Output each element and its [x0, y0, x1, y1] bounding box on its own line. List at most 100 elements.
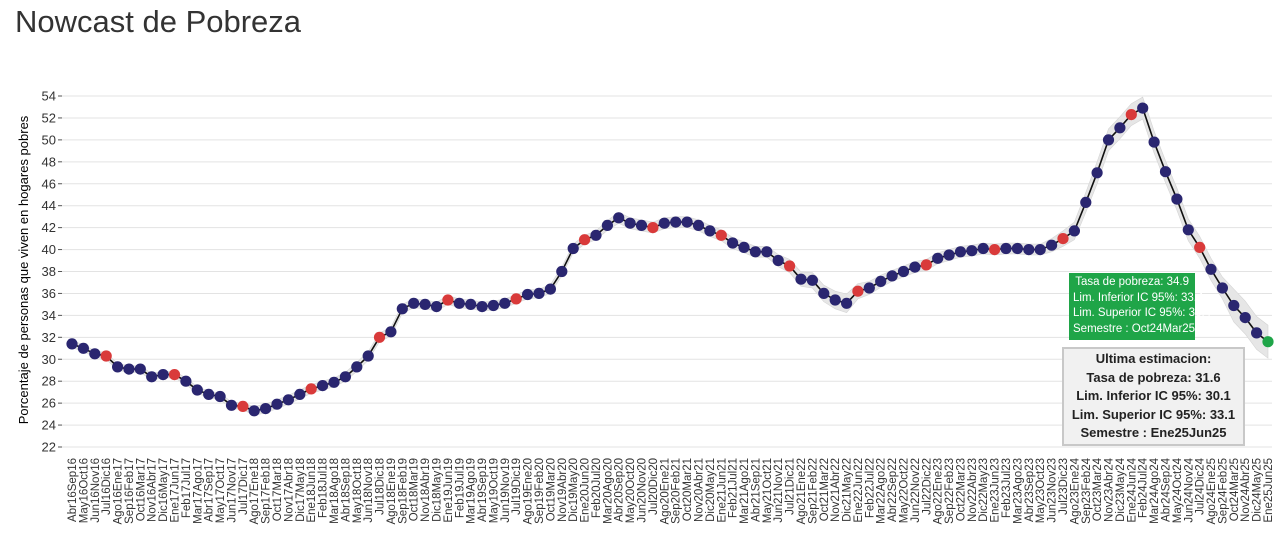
data-point[interactable] [613, 212, 625, 224]
data-point[interactable] [271, 398, 283, 410]
data-point[interactable] [396, 303, 408, 315]
data-point[interactable] [841, 297, 853, 309]
data-point[interactable] [681, 216, 693, 228]
data-point[interactable] [1251, 327, 1263, 339]
data-point[interactable] [886, 270, 898, 282]
observed-data-point[interactable] [442, 294, 454, 306]
observed-data-point[interactable] [510, 293, 522, 305]
data-point[interactable] [704, 225, 716, 237]
data-point[interactable] [260, 403, 272, 415]
data-point[interactable] [1011, 242, 1024, 255]
data-point[interactable] [453, 297, 465, 309]
data-point[interactable] [203, 388, 215, 400]
data-point[interactable] [522, 288, 534, 301]
data-point[interactable] [430, 301, 443, 313]
data-point[interactable] [966, 245, 978, 257]
data-point[interactable] [977, 242, 989, 255]
data-point[interactable] [1137, 102, 1149, 114]
data-point[interactable] [134, 363, 146, 375]
data-point[interactable] [1046, 239, 1058, 251]
data-point[interactable] [601, 219, 614, 231]
data-point[interactable] [772, 254, 784, 267]
data-point[interactable] [1171, 193, 1183, 205]
data-point[interactable] [624, 217, 636, 229]
data-point[interactable] [1159, 166, 1172, 178]
data-point[interactable] [1148, 136, 1160, 148]
data-point[interactable] [487, 299, 499, 312]
data-point[interactable] [909, 261, 921, 273]
data-point[interactable] [317, 380, 329, 392]
data-point[interactable] [1182, 224, 1194, 236]
data-point[interactable] [749, 246, 762, 258]
data-point[interactable] [1216, 282, 1228, 294]
observed-data-point[interactable] [100, 350, 112, 362]
data-point[interactable] [1205, 263, 1217, 275]
data-point[interactable] [943, 249, 955, 261]
data-point[interactable] [1228, 299, 1240, 312]
observed-data-point[interactable] [305, 383, 317, 395]
data-point[interactable] [66, 338, 78, 350]
data-point[interactable] [328, 376, 340, 388]
observed-data-point[interactable] [715, 229, 727, 241]
data-point[interactable] [248, 405, 260, 417]
data-point[interactable] [1080, 196, 1092, 208]
data-point[interactable] [180, 375, 192, 387]
observed-data-point[interactable] [647, 222, 659, 234]
data-point[interactable] [875, 275, 887, 287]
observed-data-point[interactable] [852, 285, 864, 297]
observed-data-point[interactable] [1125, 109, 1137, 121]
data-point[interactable] [157, 369, 169, 381]
data-point[interactable] [385, 326, 397, 338]
data-point[interactable] [670, 216, 682, 228]
data-point[interactable] [635, 219, 648, 231]
observed-data-point[interactable] [920, 259, 932, 271]
data-point[interactable] [932, 252, 944, 264]
data-point[interactable] [282, 394, 294, 406]
data-point[interactable] [533, 287, 545, 299]
observed-data-point[interactable] [579, 234, 591, 246]
data-point[interactable] [863, 282, 875, 294]
data-point[interactable] [761, 246, 773, 258]
data-point[interactable] [806, 274, 819, 286]
data-point[interactable] [214, 390, 226, 403]
last-data-point[interactable] [1262, 336, 1274, 348]
data-point[interactable] [351, 361, 363, 373]
data-point[interactable] [146, 371, 158, 383]
data-point[interactable] [123, 363, 135, 375]
data-point[interactable] [112, 361, 124, 373]
data-point[interactable] [1239, 312, 1251, 324]
data-point[interactable] [590, 229, 602, 241]
observed-data-point[interactable] [989, 244, 1001, 256]
data-point[interactable] [465, 298, 477, 310]
data-point[interactable] [1023, 244, 1035, 256]
data-point[interactable] [339, 371, 351, 383]
data-point[interactable] [89, 348, 101, 360]
data-point[interactable] [419, 298, 431, 310]
data-point[interactable] [818, 287, 830, 299]
data-point[interactable] [408, 297, 420, 309]
data-point[interactable] [544, 283, 557, 295]
data-point[interactable] [1114, 122, 1126, 134]
data-point[interactable] [294, 388, 306, 400]
data-point[interactable] [738, 241, 750, 253]
data-point[interactable] [225, 399, 238, 411]
data-point[interactable] [362, 350, 374, 362]
data-point[interactable] [795, 273, 807, 285]
data-point[interactable] [897, 265, 910, 278]
data-point[interactable] [556, 265, 568, 278]
data-point[interactable] [191, 384, 203, 396]
data-point[interactable] [829, 294, 841, 306]
data-point[interactable] [1068, 225, 1080, 237]
data-point[interactable] [954, 246, 967, 258]
data-point[interactable] [476, 301, 488, 313]
data-point[interactable] [692, 219, 705, 231]
observed-data-point[interactable] [168, 369, 181, 381]
data-point[interactable] [658, 217, 670, 229]
data-point[interactable] [499, 297, 511, 309]
data-point[interactable] [1091, 167, 1103, 179]
data-point[interactable] [1000, 242, 1012, 255]
data-point[interactable] [77, 342, 89, 354]
data-point[interactable] [727, 237, 739, 249]
observed-data-point[interactable] [1194, 241, 1206, 253]
observed-data-point[interactable] [237, 400, 249, 412]
